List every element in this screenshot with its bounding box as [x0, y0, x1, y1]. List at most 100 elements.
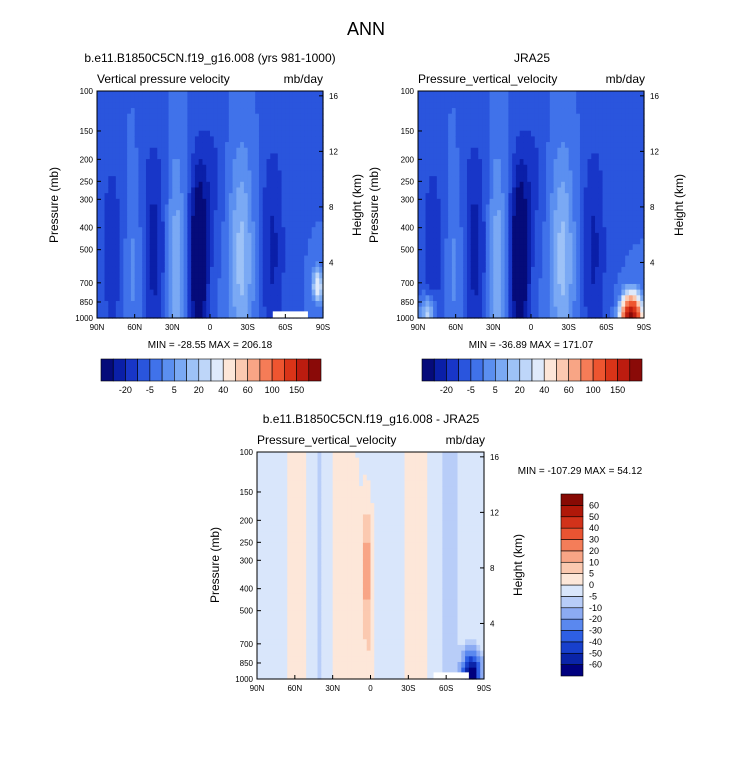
field-cell [579, 153, 585, 160]
field-cell [198, 204, 204, 211]
field-cell [568, 198, 574, 206]
field-cell [243, 300, 249, 308]
field-cell [281, 204, 286, 211]
field-cell [466, 278, 472, 285]
field-cell [493, 102, 498, 109]
field-cell [108, 91, 113, 98]
field-cell [561, 215, 566, 223]
field-cell [515, 96, 521, 103]
field-cell [119, 142, 124, 149]
field-cell [176, 210, 181, 217]
field-cell [628, 249, 634, 257]
field-cell [232, 130, 237, 137]
field-cell [549, 96, 555, 103]
field-cell [440, 312, 445, 319]
field-cell [130, 170, 136, 177]
field-cell [198, 244, 204, 251]
field-cell [636, 312, 641, 319]
field-cell [210, 187, 215, 194]
field-cell [640, 91, 645, 98]
field-cell [311, 91, 317, 98]
field-cell [319, 181, 324, 189]
field-cell [557, 181, 562, 189]
field-cell [429, 289, 434, 296]
field-cell [598, 204, 604, 211]
field-cell [307, 227, 313, 234]
field-cell [255, 170, 260, 177]
field-cell [187, 96, 192, 103]
field-cell [104, 102, 109, 109]
field-cell [296, 221, 301, 228]
field-cell [542, 272, 547, 279]
field-cell [187, 312, 192, 319]
field-cell [130, 125, 136, 132]
field-cell [448, 113, 453, 120]
field-cell [606, 210, 611, 217]
field-cell [587, 249, 592, 257]
field-cell [100, 210, 106, 217]
field-cell [602, 306, 607, 313]
field-cell [512, 113, 517, 120]
field-cell [108, 159, 113, 166]
field-cell [108, 244, 113, 251]
field-cell [508, 283, 513, 291]
field-cell [119, 255, 124, 262]
field-cell [534, 113, 540, 120]
field-cell [210, 278, 215, 285]
field-cell [466, 164, 472, 172]
field-cell [587, 221, 592, 228]
field-cell [561, 108, 566, 115]
field-cell [289, 210, 294, 217]
field-cell [636, 266, 641, 274]
field-cell [202, 113, 207, 120]
field-cell [161, 249, 166, 257]
field-cell [292, 142, 298, 149]
field-cell [270, 261, 275, 268]
field-cell [307, 232, 313, 240]
field-cell [274, 300, 279, 308]
field-cell [213, 136, 219, 143]
field-cell [489, 125, 494, 132]
field-cell [307, 130, 313, 137]
field-cell [187, 261, 192, 268]
field-cell [572, 176, 577, 183]
field-cell [221, 96, 226, 103]
field-cell [493, 153, 498, 160]
field-cell [142, 210, 147, 217]
field-cell [251, 204, 256, 211]
field-cell [225, 300, 230, 308]
field-cell [172, 221, 177, 228]
field-cell [270, 210, 275, 217]
field-cell [425, 215, 430, 223]
field-cell [610, 266, 615, 274]
field-cell [436, 215, 442, 223]
field-cell [130, 91, 136, 98]
field-cell [161, 102, 166, 109]
field-cell [640, 153, 645, 160]
field-cell [493, 187, 498, 194]
field-cell [482, 159, 487, 166]
field-cell [315, 102, 320, 109]
field-cell [285, 142, 290, 149]
field-cell [606, 289, 611, 296]
field-cell [164, 96, 170, 103]
field-cell [243, 255, 249, 262]
field-cell [489, 164, 494, 172]
field-cell [440, 153, 445, 160]
field-cell [433, 238, 438, 245]
field-cell [300, 187, 305, 194]
field-cell [266, 272, 271, 279]
field-cell [534, 119, 540, 126]
field-cell [610, 249, 615, 257]
field-cell [433, 261, 438, 268]
field-cell [149, 91, 155, 98]
field-cell [444, 278, 449, 285]
field-cell [134, 159, 140, 166]
field-cell [448, 227, 453, 234]
field-cell [145, 255, 151, 262]
field-cell [285, 96, 290, 103]
field-cell [315, 113, 320, 120]
field-cell [613, 187, 619, 194]
field-cell [572, 295, 577, 302]
field-cell [123, 261, 128, 268]
